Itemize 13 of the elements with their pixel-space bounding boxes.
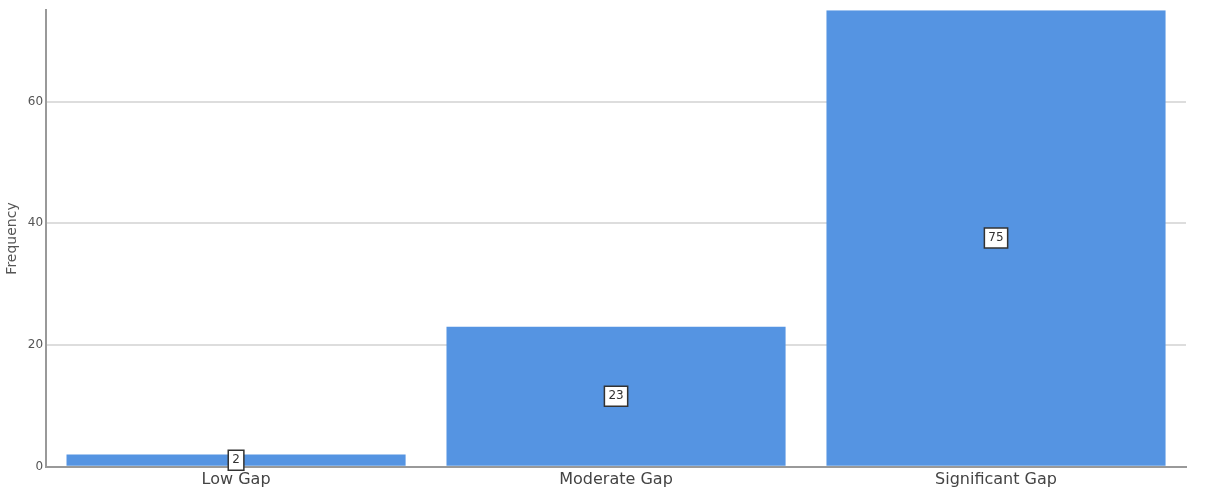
x-tick-label: Low Gap	[201, 468, 271, 488]
x-tick-label: Significant Gap	[935, 468, 1057, 488]
data-label: 23	[608, 388, 624, 403]
y-tick-label: 40	[27, 215, 44, 230]
bar	[446, 326, 786, 466]
bar	[826, 10, 1166, 466]
y-tick-label: 60	[27, 93, 44, 108]
y-tick-label: 20	[27, 337, 44, 352]
y-tick-label: 0	[35, 458, 44, 473]
data-label: 2	[232, 452, 240, 467]
y-axis-title: Frequency	[3, 202, 20, 275]
x-tick-label: Moderate Gap	[559, 468, 673, 488]
data-label: 75	[988, 230, 1004, 245]
